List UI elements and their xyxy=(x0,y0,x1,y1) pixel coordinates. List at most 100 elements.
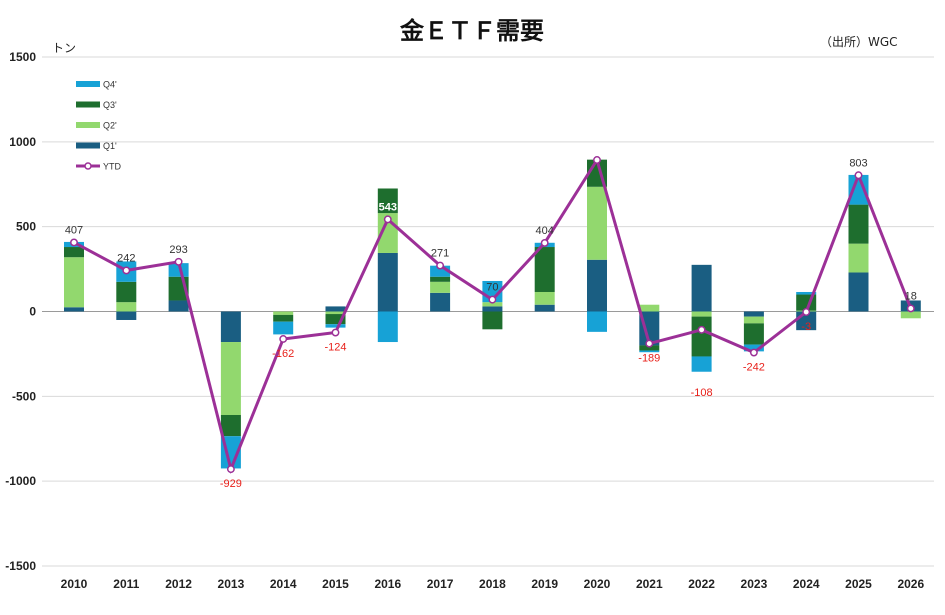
ytd-point xyxy=(70,238,78,247)
bar-segment xyxy=(691,316,712,357)
ytd-data-label: 70 xyxy=(486,282,498,294)
bar-segment xyxy=(639,311,660,346)
bar-segment xyxy=(900,311,921,319)
bar-segment xyxy=(325,311,346,315)
ytd-data-label: 404 xyxy=(536,225,554,237)
ytd-point xyxy=(488,295,497,304)
y-tick-label: 1500 xyxy=(9,50,36,64)
x-tick-label: 2012 xyxy=(165,577,192,591)
x-tick-label: 2024 xyxy=(793,577,820,591)
y-tick-label: 500 xyxy=(16,220,36,234)
ytd-point xyxy=(906,304,915,313)
ytd-point xyxy=(331,328,340,337)
bar-segment xyxy=(220,342,241,415)
ytd-point xyxy=(854,171,863,180)
bar-segment xyxy=(848,272,869,312)
bar-segment xyxy=(64,257,84,308)
ytd-point xyxy=(279,335,288,343)
legend-label: Q2' xyxy=(103,121,117,131)
bar-segment xyxy=(377,311,398,343)
bar-segment xyxy=(639,304,660,312)
ytd-data-label: -162 xyxy=(272,348,294,360)
x-tick-label: 2016 xyxy=(374,577,401,591)
x-axis-ticks: 2010 2011 2012 2013 2014 2015 2016 2017 2018 2019… xyxy=(61,577,925,591)
bar-segment xyxy=(168,263,189,277)
ytd-data-label: -189 xyxy=(638,353,660,365)
bar-segment xyxy=(743,323,764,345)
bar-segment xyxy=(64,307,84,312)
x-tick-label: 2020 xyxy=(584,577,611,591)
ytd-data-label: 18 xyxy=(905,290,917,302)
bar-segment xyxy=(482,302,503,307)
bar-segment xyxy=(691,311,712,317)
ytd-data-label: 242 xyxy=(117,252,135,264)
ytd-data-label: 407 xyxy=(65,224,83,236)
bar-segment xyxy=(848,204,869,244)
ytd-point xyxy=(802,308,811,316)
bar-segment xyxy=(587,311,607,332)
chart-source: （出所）WGC xyxy=(820,35,898,49)
y-tick-label: -1500 xyxy=(5,559,36,573)
y-tick-label: 0 xyxy=(29,305,36,319)
bar-segment xyxy=(691,264,712,312)
bar-segment xyxy=(743,316,764,324)
ytd-point xyxy=(645,339,654,348)
legend-marker xyxy=(84,162,92,170)
x-tick-label: 2019 xyxy=(531,577,558,591)
x-tick-label: 2013 xyxy=(218,577,245,591)
bar-segment xyxy=(743,344,764,352)
ytd-data-label: -108 xyxy=(691,387,713,399)
ytd-data-labels: 407 242 293 -929 -162 -124 543 271 70 404 893 -189 -… xyxy=(65,142,917,490)
bar-segment xyxy=(273,311,294,315)
bar-segment xyxy=(325,306,346,312)
ytd-data-label: 543 xyxy=(379,201,397,213)
x-tick-label: 2014 xyxy=(270,577,297,591)
chart-title: 金ＥＴＦ需要 xyxy=(399,17,544,45)
ytd-data-label: -929 xyxy=(220,478,242,490)
x-tick-label: 2022 xyxy=(688,577,715,591)
x-tick-label: 2026 xyxy=(897,577,924,591)
bar-segment xyxy=(64,247,84,258)
ytd-point xyxy=(540,239,549,247)
x-tick-label: 2025 xyxy=(845,577,872,591)
legend-label: Q4' xyxy=(103,80,117,90)
ytd-data-label: 803 xyxy=(849,157,867,169)
legend-swatch xyxy=(76,142,100,149)
bar-segment xyxy=(220,311,241,343)
legend-swatch xyxy=(76,122,100,128)
ytd-data-label: -124 xyxy=(324,342,346,354)
bar-segment xyxy=(430,292,451,312)
bar-segment xyxy=(168,300,189,312)
ytd-data-label: -3 xyxy=(801,321,811,333)
legend-swatch xyxy=(76,101,100,108)
legend: Q4' Q3' Q2' Q1' YTD xyxy=(76,80,122,172)
legend-label: Q1' xyxy=(103,141,117,151)
bar-segment xyxy=(482,311,503,330)
y-axis-unit: トン xyxy=(52,41,76,55)
bar-segment xyxy=(273,321,294,335)
x-tick-label: 2018 xyxy=(479,577,506,591)
x-tick-label: 2015 xyxy=(322,577,349,591)
bar-segment xyxy=(743,311,764,317)
legend-swatch xyxy=(76,81,100,87)
bar-segment xyxy=(430,265,451,277)
bar-segment xyxy=(534,304,555,312)
ytd-data-label: -242 xyxy=(743,362,765,374)
bar-segment xyxy=(116,311,137,320)
bar-segment xyxy=(325,314,346,325)
y-tick-label: -500 xyxy=(12,389,36,403)
ytd-point xyxy=(226,465,235,474)
ytd-point xyxy=(122,266,131,275)
bar-segment xyxy=(116,281,137,303)
bar-segment xyxy=(639,345,660,351)
ytd-data-label: 893 xyxy=(588,142,606,154)
bar-segment xyxy=(796,291,817,295)
ytd-point xyxy=(749,348,758,357)
y-tick-label: 1000 xyxy=(9,135,36,149)
ytd-line xyxy=(70,156,915,474)
bar-segment xyxy=(639,350,660,353)
bar-segment xyxy=(691,356,712,372)
bar-segment xyxy=(848,243,869,273)
legend-label: Q3' xyxy=(103,100,117,110)
